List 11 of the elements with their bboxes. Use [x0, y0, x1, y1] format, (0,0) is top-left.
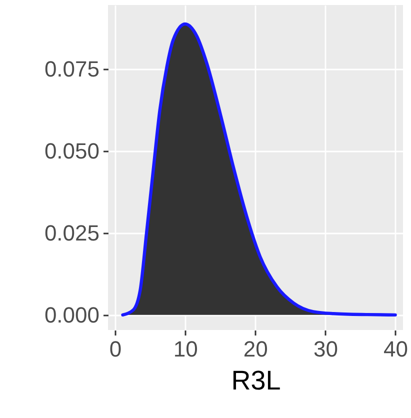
x-axis-title: R3L: [231, 366, 281, 396]
x-tick-label: 20: [243, 336, 268, 362]
x-tick-label: 40: [384, 336, 408, 362]
x-tick-label: 0: [109, 336, 122, 362]
y-tick-label: 0.050: [44, 138, 100, 164]
y-tick-label: 0.075: [44, 56, 100, 82]
line-series: [121, 22, 397, 317]
x-tick-label: 30: [313, 336, 338, 362]
y-tick-label: 0.025: [44, 220, 100, 246]
x-tick-label: 10: [173, 336, 198, 362]
y-tick-label: 0.000: [44, 302, 100, 328]
